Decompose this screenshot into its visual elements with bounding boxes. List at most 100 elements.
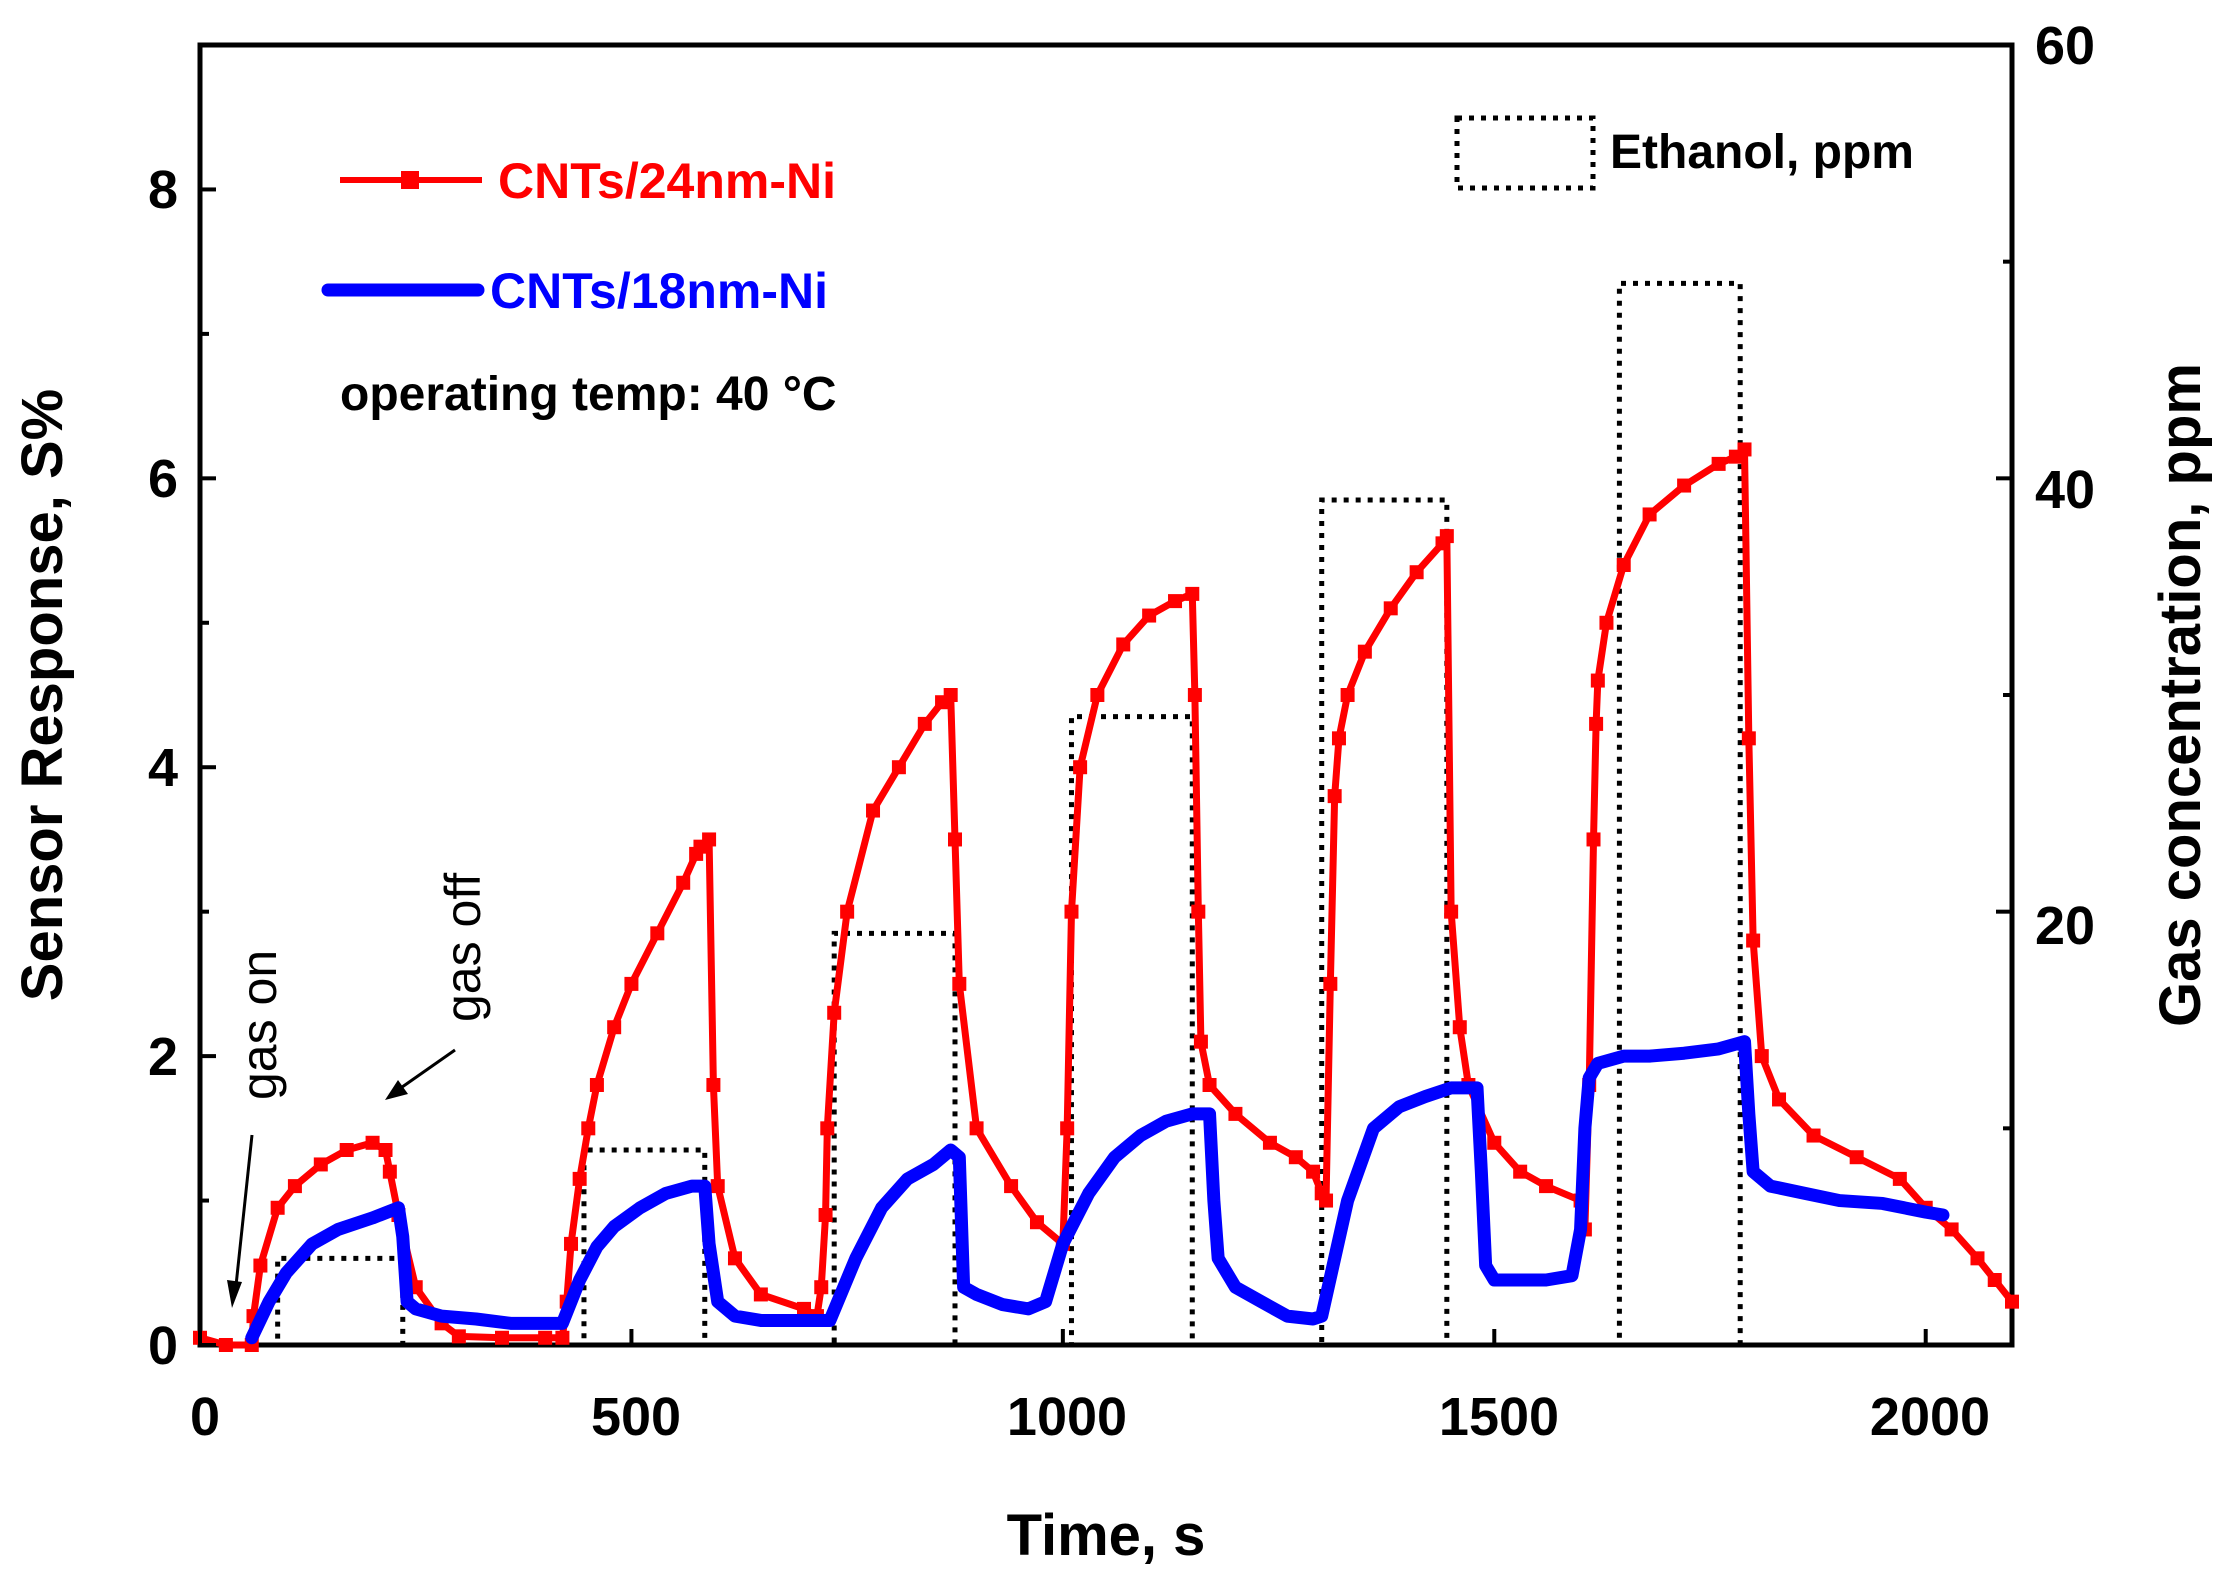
y-tick-label: 0 bbox=[148, 1316, 178, 1376]
data-point-cnts-24nm bbox=[727, 1251, 742, 1266]
data-point-cnts-24nm bbox=[624, 976, 639, 991]
data-point-cnts-24nm bbox=[814, 1280, 829, 1295]
data-point-cnts-24nm bbox=[218, 1338, 233, 1352]
gas-on-arrowhead bbox=[227, 1280, 242, 1308]
data-point-cnts-24nm bbox=[365, 1135, 380, 1150]
data-point-cnts-24nm bbox=[943, 688, 958, 702]
data-point-cnts-24nm bbox=[1590, 673, 1605, 688]
data-point-cnts-24nm bbox=[1586, 832, 1601, 847]
data-point-cnts-24nm bbox=[1513, 1164, 1528, 1179]
data-point-cnts-24nm bbox=[313, 1157, 328, 1172]
annotations: gas on gas off bbox=[227, 873, 491, 1308]
data-point-cnts-24nm bbox=[840, 904, 855, 919]
data-point-cnts-24nm bbox=[1060, 1121, 1075, 1136]
x-tick-label: 1000 bbox=[1007, 1387, 1127, 1447]
data-point-cnts-24nm bbox=[1616, 558, 1631, 572]
data-point-cnts-24nm bbox=[1319, 1193, 1334, 1208]
y-right-tick-label: 60 bbox=[2035, 16, 2095, 76]
data-point-cnts-24nm bbox=[1987, 1273, 2002, 1287]
data-point-cnts-24nm bbox=[797, 1301, 811, 1316]
series-layer bbox=[193, 442, 2019, 1352]
data-point-cnts-24nm bbox=[1383, 601, 1398, 616]
data-point-cnts-24nm bbox=[1944, 1222, 1959, 1237]
data-point-cnts-24nm bbox=[1185, 586, 1200, 601]
y-axis-right: 20 40 60 Gas concentration, ppm bbox=[2035, 16, 2213, 1027]
data-point-cnts-24nm bbox=[1444, 904, 1459, 919]
data-point-cnts-24nm bbox=[2005, 1294, 2019, 1309]
data-point-cnts-24nm bbox=[382, 1164, 397, 1179]
gas-off-arrowhead bbox=[385, 1080, 408, 1100]
data-point-cnts-24nm bbox=[820, 1121, 835, 1136]
data-point-cnts-24nm bbox=[1487, 1135, 1502, 1150]
data-point-cnts-24nm bbox=[1306, 1164, 1321, 1179]
data-point-cnts-24nm bbox=[676, 875, 691, 890]
data-point-cnts-24nm bbox=[948, 832, 962, 847]
data-point-cnts-24nm bbox=[581, 1121, 596, 1136]
data-point-cnts-24nm bbox=[1409, 565, 1424, 580]
data-point-cnts-24nm bbox=[1004, 1179, 1019, 1194]
data-point-cnts-24nm bbox=[1228, 1106, 1243, 1121]
data-point-cnts-24nm bbox=[1357, 644, 1372, 659]
data-point-cnts-24nm bbox=[969, 1121, 984, 1136]
data-point-cnts-24nm bbox=[1737, 442, 1752, 457]
data-point-cnts-24nm bbox=[1262, 1135, 1277, 1150]
y-tick-label: 2 bbox=[148, 1027, 178, 1087]
x-tick-label: 0 bbox=[190, 1387, 220, 1447]
series-line-cnts-18nm bbox=[245, 1035, 1950, 1345]
data-point-cnts-24nm bbox=[1539, 1179, 1554, 1194]
legend: CNTs/24nm-Ni CNTs/18nm-Ni Ethanol, ppm o… bbox=[321, 115, 1914, 421]
gas-pulse-layer bbox=[200, 280, 1743, 1348]
data-point-cnts-24nm bbox=[555, 1330, 570, 1345]
data-point-cnts-24nm bbox=[1029, 1215, 1044, 1230]
data-point-cnts-24nm bbox=[451, 1329, 466, 1344]
data-point-cnts-24nm bbox=[339, 1143, 354, 1157]
y-right-tick-label: 40 bbox=[2035, 460, 2095, 520]
data-point-cnts-24nm bbox=[818, 1208, 833, 1222]
gas-concentration-line bbox=[200, 280, 1743, 1348]
data-point-cnts-24nm bbox=[1187, 688, 1202, 702]
data-point-cnts-24nm bbox=[706, 1078, 721, 1092]
operating-temp-note: operating temp: 40 °C bbox=[340, 368, 837, 421]
data-point-cnts-24nm bbox=[1340, 688, 1355, 702]
data-point-cnts-24nm bbox=[1168, 594, 1183, 609]
data-point-cnts-24nm bbox=[1741, 731, 1756, 746]
data-point-cnts-24nm bbox=[253, 1258, 268, 1273]
x-tick-label: 2000 bbox=[1870, 1387, 1990, 1447]
legend-box-ethanol bbox=[1454, 115, 1596, 191]
data-point-cnts-24nm bbox=[378, 1143, 393, 1157]
gas-off-arrow bbox=[394, 1048, 456, 1094]
data-point-cnts-24nm bbox=[1642, 507, 1657, 522]
data-point-cnts-24nm bbox=[1439, 529, 1454, 544]
data-point-cnts-24nm bbox=[1970, 1251, 1985, 1266]
x-tick-label: 500 bbox=[591, 1387, 681, 1447]
data-point-cnts-24nm bbox=[710, 1179, 725, 1194]
data-point-cnts-24nm bbox=[1323, 976, 1338, 991]
y-axis-left: 0 2 4 6 8 Sensor Response, S% bbox=[10, 160, 178, 1376]
data-point-cnts-24nm bbox=[1073, 760, 1088, 775]
data-point-cnts-24nm bbox=[1849, 1150, 1864, 1165]
legend-marker-red bbox=[401, 171, 419, 189]
x-tick-label: 1500 bbox=[1439, 1387, 1559, 1447]
data-point-cnts-24nm bbox=[589, 1078, 604, 1092]
y-right-tick-label: 20 bbox=[2035, 896, 2095, 956]
data-point-cnts-24nm bbox=[1892, 1171, 1907, 1186]
x-axis: 0 500 1000 1500 2000 Time, s bbox=[190, 1387, 1990, 1568]
legend-label-blue: CNTs/18nm-Ni bbox=[490, 263, 828, 319]
data-point-cnts-24nm bbox=[1327, 789, 1342, 804]
x-axis-title: Time, s bbox=[1007, 1503, 1206, 1568]
data-point-cnts-24nm bbox=[827, 1005, 842, 1020]
data-point-cnts-24nm bbox=[1772, 1092, 1787, 1107]
ticks-layer bbox=[198, 43, 2012, 1347]
gas-on-annotation: gas on bbox=[231, 950, 287, 1100]
data-point-cnts-24nm bbox=[1202, 1078, 1217, 1092]
data-point-cnts-24nm bbox=[866, 803, 881, 818]
data-point-cnts-24nm bbox=[1711, 456, 1726, 471]
y-tick-label: 6 bbox=[148, 449, 178, 509]
data-point-cnts-24nm bbox=[287, 1179, 302, 1194]
data-point-cnts-24nm bbox=[538, 1330, 553, 1345]
data-point-cnts-24nm bbox=[1193, 1034, 1208, 1049]
data-point-cnts-24nm bbox=[1116, 637, 1131, 652]
data-point-cnts-24nm bbox=[1331, 731, 1346, 746]
data-point-cnts-24nm bbox=[891, 760, 906, 775]
data-point-cnts-24nm bbox=[1191, 904, 1206, 919]
